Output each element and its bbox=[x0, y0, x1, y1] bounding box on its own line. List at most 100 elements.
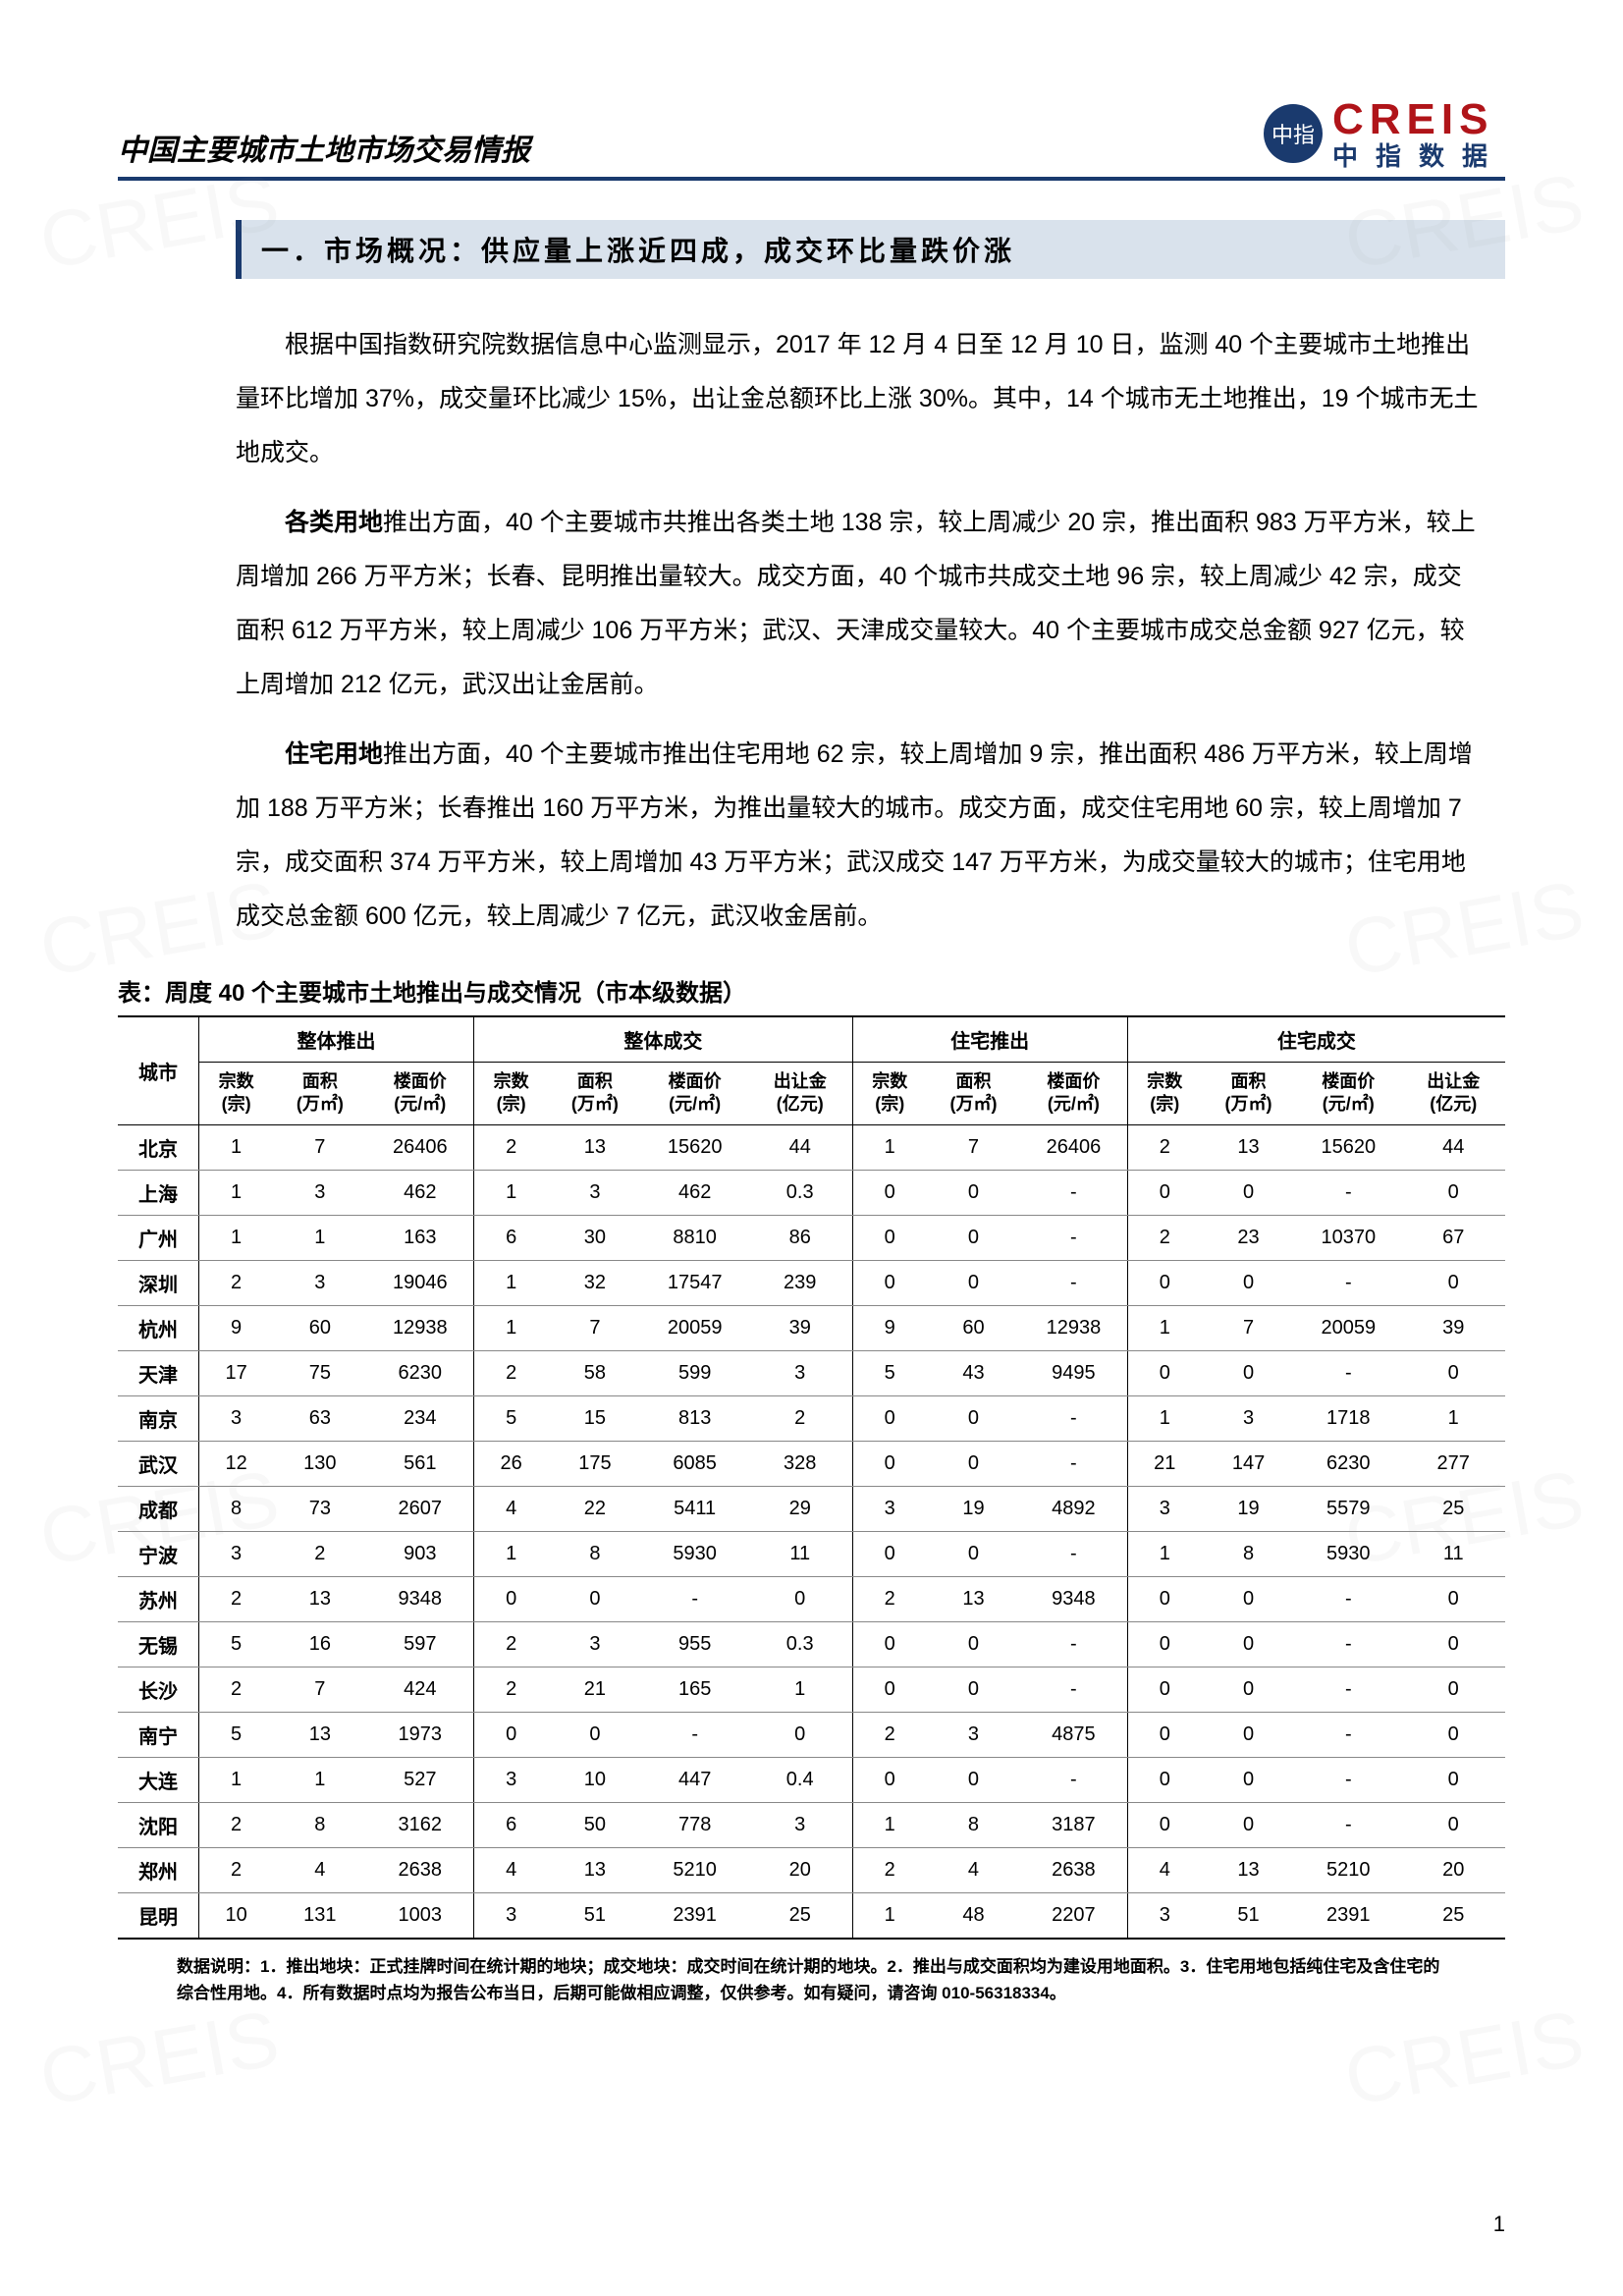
cell-city: 深圳 bbox=[118, 1260, 199, 1305]
cell: 19046 bbox=[366, 1260, 473, 1305]
cell: 0 bbox=[852, 1441, 927, 1486]
cell: 2 bbox=[852, 1712, 927, 1757]
group-1: 整体推出 bbox=[199, 1016, 474, 1063]
cell: 0 bbox=[1127, 1576, 1202, 1621]
cell: 12938 bbox=[1020, 1305, 1127, 1350]
cell: 0 bbox=[1401, 1621, 1505, 1667]
cell: 2 bbox=[474, 1621, 549, 1667]
cell: 6 bbox=[474, 1215, 549, 1260]
logo-text: CREIS 中指数据 bbox=[1332, 98, 1505, 169]
cell: 1 bbox=[199, 1124, 274, 1170]
cell-city: 沈阳 bbox=[118, 1802, 199, 1847]
cell: 462 bbox=[642, 1170, 748, 1215]
cell: 0.3 bbox=[748, 1621, 852, 1667]
cell: 447 bbox=[642, 1757, 748, 1802]
cell: - bbox=[1295, 1576, 1401, 1621]
cell: 0 bbox=[852, 1531, 927, 1576]
cell-city: 南宁 bbox=[118, 1712, 199, 1757]
group-3: 住宅推出 bbox=[852, 1016, 1127, 1063]
header: 中国主要城市土地市场交易情报 中指 CREIS 中指数据 bbox=[118, 98, 1505, 181]
cell: 10370 bbox=[1295, 1215, 1401, 1260]
cell: 11 bbox=[748, 1531, 852, 1576]
cell: - bbox=[1295, 1667, 1401, 1712]
cell: - bbox=[1295, 1757, 1401, 1802]
cell: 1 bbox=[474, 1260, 549, 1305]
sub-loumian: 楼面价(元/㎡) bbox=[1295, 1063, 1401, 1125]
cell: 51 bbox=[548, 1892, 641, 1939]
cell: 0 bbox=[1202, 1576, 1295, 1621]
cell: 3 bbox=[273, 1170, 366, 1215]
cell: 75 bbox=[273, 1350, 366, 1395]
sub-mianji: 面积(万㎡) bbox=[1202, 1063, 1295, 1125]
cell: - bbox=[1020, 1757, 1127, 1802]
cell: 277 bbox=[1401, 1441, 1505, 1486]
footnote: 数据说明：1．推出地块：正式挂牌时间在统计期的地块；成交地块：成交时间在统计期的… bbox=[177, 1953, 1446, 2006]
watermark: CREIS bbox=[1337, 1993, 1590, 2123]
cell: 29 bbox=[748, 1486, 852, 1531]
cell: 4875 bbox=[1020, 1712, 1127, 1757]
cell: 25 bbox=[1401, 1486, 1505, 1531]
cell: 0 bbox=[1401, 1260, 1505, 1305]
cell: 2638 bbox=[1020, 1847, 1127, 1892]
cell: 1718 bbox=[1295, 1395, 1401, 1441]
cell: 1003 bbox=[366, 1892, 473, 1939]
p3-rest: 推出方面，40 个主要城市推出住宅用地 62 宗，较上周增加 9 宗，推出面积 … bbox=[236, 740, 1473, 930]
cell: 8 bbox=[199, 1486, 274, 1531]
cell: 5579 bbox=[1295, 1486, 1401, 1531]
cell: 0 bbox=[548, 1576, 641, 1621]
table-row: 天津177562302585993543949500-0 bbox=[118, 1350, 1505, 1395]
cell: - bbox=[1295, 1712, 1401, 1757]
cell: 0 bbox=[1127, 1712, 1202, 1757]
cell: 9348 bbox=[1020, 1576, 1127, 1621]
cell: 0 bbox=[1127, 1350, 1202, 1395]
cell: 58 bbox=[548, 1350, 641, 1395]
cell: - bbox=[1020, 1260, 1127, 1305]
cell: 22 bbox=[548, 1486, 641, 1531]
cell: 0 bbox=[852, 1621, 927, 1667]
table-row: 郑州242638413521020242638413521020 bbox=[118, 1847, 1505, 1892]
cell: 3 bbox=[199, 1395, 274, 1441]
cell: 3 bbox=[273, 1260, 366, 1305]
cell: 239 bbox=[748, 1260, 852, 1305]
cell: 20 bbox=[1401, 1847, 1505, 1892]
col-city: 城市 bbox=[118, 1016, 199, 1124]
cell: 0 bbox=[1127, 1802, 1202, 1847]
table-row: 北京1726406213156204417264062131562044 bbox=[118, 1124, 1505, 1170]
cell: 15 bbox=[548, 1395, 641, 1441]
cell: 2 bbox=[199, 1260, 274, 1305]
cell: 0 bbox=[852, 1260, 927, 1305]
group-4: 住宅成交 bbox=[1127, 1016, 1505, 1063]
cell: 3 bbox=[474, 1892, 549, 1939]
paragraph-3: 住宅用地推出方面，40 个主要城市推出住宅用地 62 宗，较上周增加 9 宗，推… bbox=[236, 728, 1486, 944]
cell: 3 bbox=[1127, 1486, 1202, 1531]
logo: 中指 CREIS 中指数据 bbox=[1264, 98, 1505, 169]
cell: 9 bbox=[852, 1305, 927, 1350]
body-text: 根据中国指数研究院数据信息中心监测显示，2017 年 12 月 4 日至 12 … bbox=[236, 318, 1486, 944]
cell: - bbox=[1020, 1215, 1127, 1260]
sub-churang: 出让金(亿元) bbox=[1401, 1063, 1505, 1125]
cell: 2 bbox=[273, 1531, 366, 1576]
cell: 6230 bbox=[366, 1350, 473, 1395]
cell: 0 bbox=[1401, 1712, 1505, 1757]
cell: 0 bbox=[852, 1757, 927, 1802]
table-row: 南京363234515813200-1317181 bbox=[118, 1395, 1505, 1441]
cell: 26406 bbox=[366, 1124, 473, 1170]
table-row: 大连115273104470.400-00-0 bbox=[118, 1757, 1505, 1802]
cell: 0 bbox=[1127, 1170, 1202, 1215]
cell: 3 bbox=[548, 1170, 641, 1215]
cell: 3 bbox=[748, 1350, 852, 1395]
cell: 0 bbox=[927, 1170, 1020, 1215]
cell: 60 bbox=[927, 1305, 1020, 1350]
cell: - bbox=[1020, 1667, 1127, 1712]
table-row: 上海13462134620.300-00-0 bbox=[118, 1170, 1505, 1215]
cell: 23 bbox=[1202, 1215, 1295, 1260]
cell: 3 bbox=[199, 1531, 274, 1576]
doc-title: 中国主要城市土地市场交易情报 bbox=[118, 126, 530, 169]
cell: 328 bbox=[748, 1441, 852, 1486]
cell: 67 bbox=[1401, 1215, 1505, 1260]
cell: 130 bbox=[273, 1441, 366, 1486]
cell: 778 bbox=[642, 1802, 748, 1847]
cell: 0 bbox=[748, 1712, 852, 1757]
cell: 9 bbox=[199, 1305, 274, 1350]
cell: 17547 bbox=[642, 1260, 748, 1305]
